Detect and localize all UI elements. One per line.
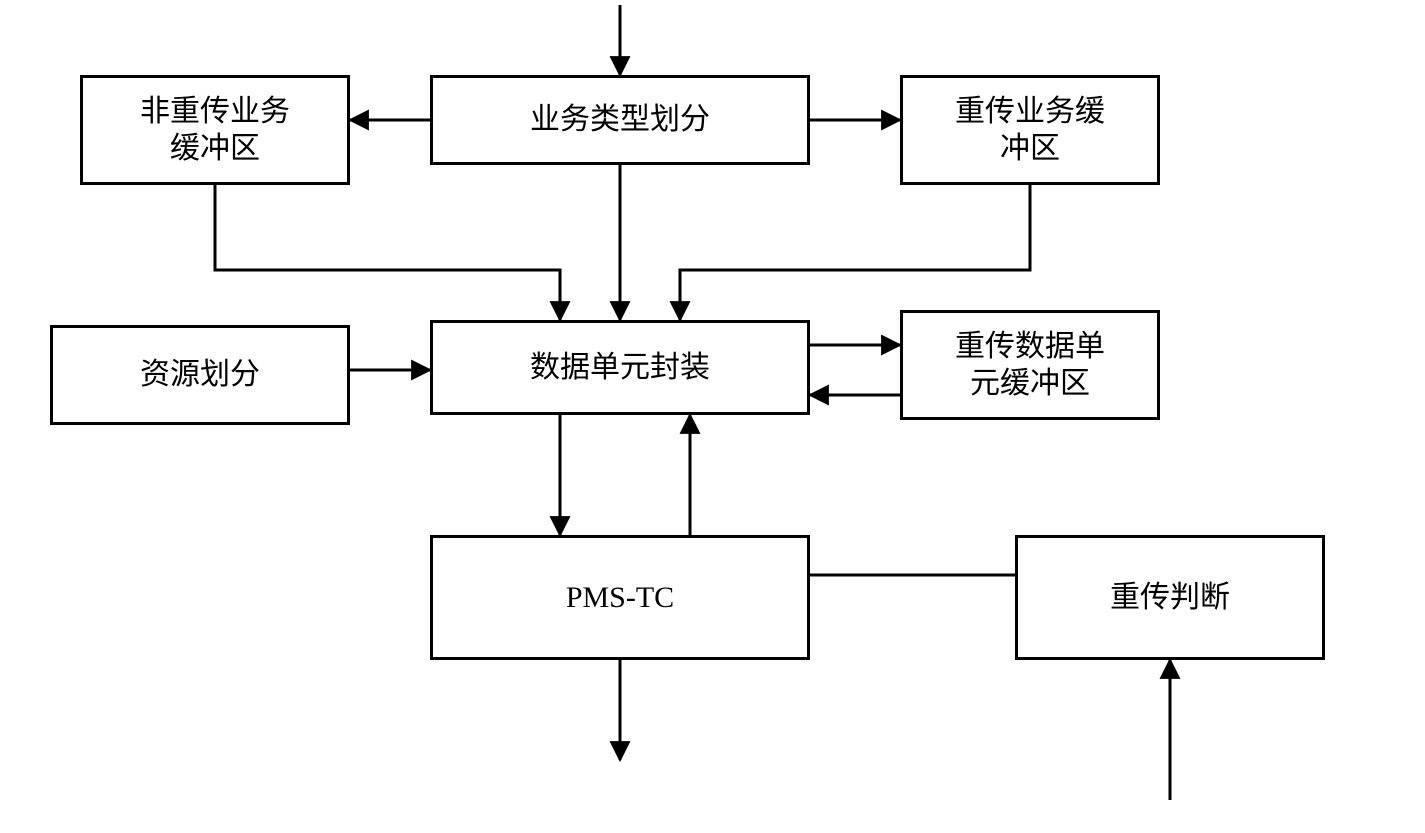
edge-retx_to_encap <box>680 185 1030 320</box>
node-retx_judge: 重传判断 <box>1015 535 1325 660</box>
node-label: 重传判断 <box>1110 579 1230 617</box>
node-label: 资源划分 <box>140 356 260 394</box>
edge-nonretx_to_encap <box>215 185 560 320</box>
node-retx_unit_buf: 重传数据单 元缓冲区 <box>900 310 1160 420</box>
node-res_alloc: 资源划分 <box>50 325 350 425</box>
node-nonretx_buf: 非重传业务 缓冲区 <box>80 75 350 185</box>
node-label: 数据单元封装 <box>530 349 710 387</box>
node-label: 非重传业务 缓冲区 <box>140 93 290 168</box>
node-pms_tc: PMS-TC <box>430 535 810 660</box>
node-label: 重传业务缓 冲区 <box>955 93 1105 168</box>
node-label: 业务类型划分 <box>530 101 710 139</box>
node-label: PMS-TC <box>566 579 674 617</box>
node-svc_classify: 业务类型划分 <box>430 75 810 165</box>
node-retx_buf: 重传业务缓 冲区 <box>900 75 1160 185</box>
node-label: 重传数据单 元缓冲区 <box>955 328 1105 403</box>
node-encap: 数据单元封装 <box>430 320 810 415</box>
flowchart-stage: 非重传业务 缓冲区 业务类型划分 重传业务缓 冲区资源划分 数据单元封装 重传数据单 元… <box>0 0 1425 833</box>
